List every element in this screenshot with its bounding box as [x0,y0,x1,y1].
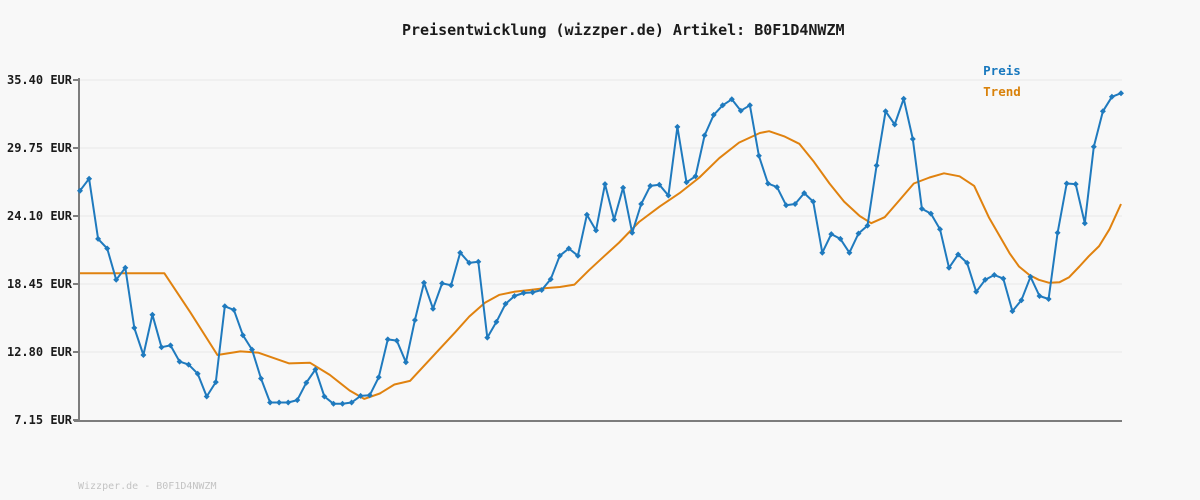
svg-text:24.10 EUR: 24.10 EUR [7,209,73,223]
watermark-text: Wizzper.de - B0F1D4NWZM [78,481,217,492]
svg-text:12.80 EUR: 12.80 EUR [7,345,73,359]
svg-text:35.40 EUR: 35.40 EUR [7,73,73,87]
legend: Preis Trend [938,39,1021,99]
legend-item-preis: Preis [938,39,1021,78]
legend-item-trend: Trend [938,60,1021,99]
chart-title: Preisentwicklung (wizzper.de) Artikel: B… [402,21,845,39]
price-markers [77,90,1124,407]
legend-preis-label: Preis [983,63,1021,78]
svg-text:18.45 EUR: 18.45 EUR [7,277,73,291]
svg-text:29.75 EUR: 29.75 EUR [7,141,73,155]
legend-trend-label: Trend [983,84,1021,99]
svg-text:7.15 EUR: 7.15 EUR [14,413,73,427]
